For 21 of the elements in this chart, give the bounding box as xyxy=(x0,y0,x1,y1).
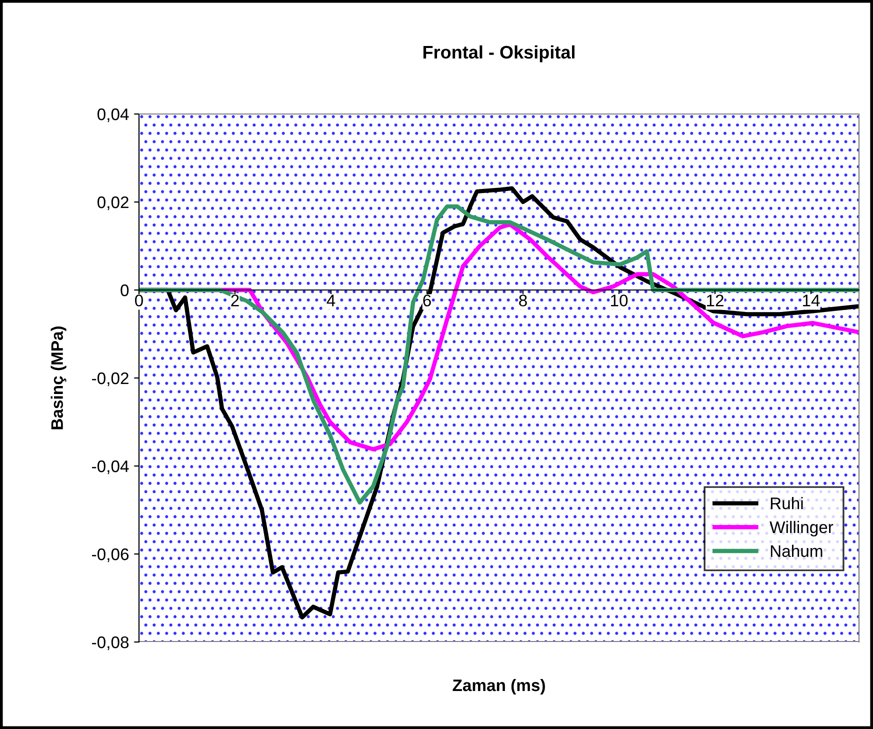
legend-label: Ruhi xyxy=(770,497,803,510)
x-axis-title: Zaman (ms) xyxy=(452,678,545,694)
x-tick-label: 4 xyxy=(326,294,336,306)
x-tick-label: 14 xyxy=(803,294,820,306)
x-tick-label: 8 xyxy=(519,294,527,306)
y-axis-title: Basinç (MPa) xyxy=(50,326,66,430)
y-tick-label: -0,04 xyxy=(92,460,129,474)
y-tick-label: -0,02 xyxy=(92,372,128,386)
legend-label: Nahum xyxy=(770,544,822,558)
y-tick-label: -0,06 xyxy=(92,548,129,562)
legend-label: Willinger xyxy=(770,520,834,536)
y-tick-label: -0,08 xyxy=(92,636,129,650)
x-tick-label: 6 xyxy=(423,294,431,306)
chart-title: Frontal - Oksipital xyxy=(423,45,574,62)
x-tick-label: 10 xyxy=(611,294,628,306)
x-tick-label: 2 xyxy=(231,294,239,306)
y-tick-label: 0,02 xyxy=(97,196,128,210)
x-tick-label: 0 xyxy=(135,294,143,306)
y-tick-label: 0,04 xyxy=(97,108,129,122)
x-tick-label: 12 xyxy=(707,294,724,306)
y-tick-label: 0 xyxy=(120,284,129,296)
